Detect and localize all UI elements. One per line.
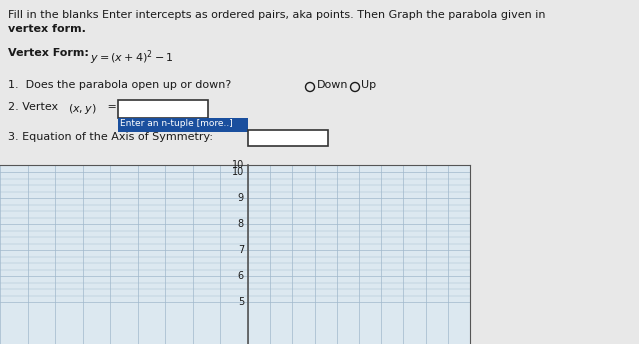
Text: 1.  Does the parabola open up or down?: 1. Does the parabola open up or down? xyxy=(8,80,231,90)
Text: Down: Down xyxy=(316,80,348,90)
Text: 10: 10 xyxy=(232,167,244,177)
Text: 6: 6 xyxy=(238,271,244,281)
Bar xyxy=(248,130,328,146)
Bar xyxy=(118,118,248,132)
Text: 7: 7 xyxy=(238,245,244,255)
Text: 8: 8 xyxy=(238,219,244,229)
Text: Up: Up xyxy=(362,80,376,90)
Text: 5: 5 xyxy=(238,297,244,307)
Text: 3. Equation of the Axis of Symmetry:: 3. Equation of the Axis of Symmetry: xyxy=(8,132,213,142)
Text: Fill in the blanks Enter intercepts as ordered pairs, aka points. Then Graph the: Fill in the blanks Enter intercepts as o… xyxy=(8,10,546,20)
Text: Vertex Form:: Vertex Form: xyxy=(8,48,96,58)
Text: $(x, y)$: $(x, y)$ xyxy=(68,102,96,116)
Bar xyxy=(0,165,470,344)
Text: $y = (x + 4)^2 - 1$: $y = (x + 4)^2 - 1$ xyxy=(90,48,174,67)
Text: 10: 10 xyxy=(232,160,244,170)
Bar xyxy=(118,100,208,118)
Text: Enter an n-tuple [more..]: Enter an n-tuple [more..] xyxy=(120,119,233,128)
Text: 9: 9 xyxy=(238,193,244,203)
Text: vertex form.: vertex form. xyxy=(8,24,86,34)
Text: =: = xyxy=(104,102,117,112)
Text: 2. Vertex: 2. Vertex xyxy=(8,102,61,112)
